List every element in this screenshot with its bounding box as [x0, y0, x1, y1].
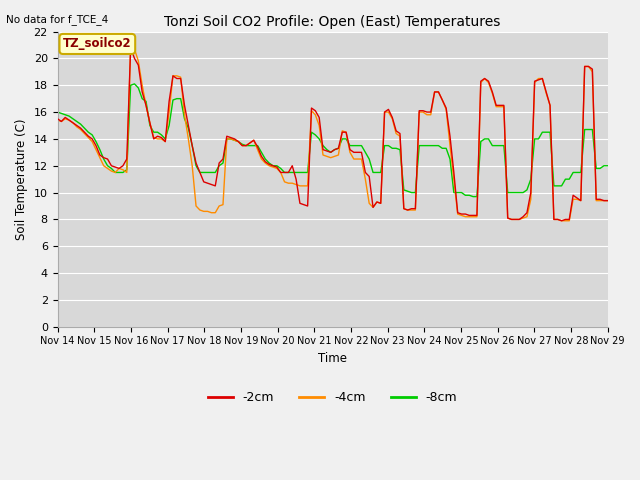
Title: Tonzi Soil CO2 Profile: Open (East) Temperatures: Tonzi Soil CO2 Profile: Open (East) Temp… [164, 15, 501, 29]
Legend: -2cm, -4cm, -8cm: -2cm, -4cm, -8cm [203, 386, 463, 409]
Text: No data for f_TCE_4: No data for f_TCE_4 [6, 14, 109, 25]
X-axis label: Time: Time [318, 352, 347, 365]
Text: TZ_soilco2: TZ_soilco2 [63, 37, 132, 50]
Y-axis label: Soil Temperature (C): Soil Temperature (C) [15, 119, 28, 240]
